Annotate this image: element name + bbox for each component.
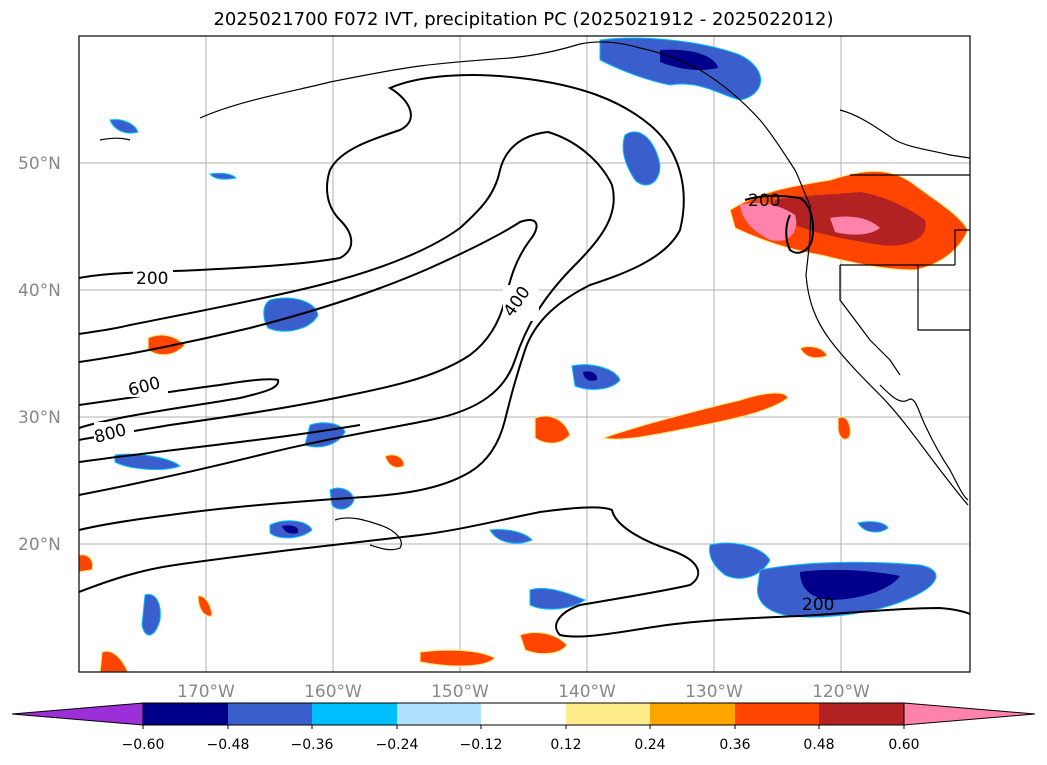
colorbar-tick-label: −0.48 (207, 737, 250, 753)
precip-area (830, 216, 880, 235)
precip-area (419, 649, 496, 667)
lat-label: 50°N (18, 154, 61, 174)
precip-area (529, 587, 587, 610)
precip-area (857, 521, 889, 533)
colorbar-segment (735, 703, 819, 725)
coastlines (99, 41, 970, 551)
precip-area (384, 454, 405, 469)
lon-label: 170°W (177, 682, 235, 702)
colorbar-segment (819, 703, 904, 725)
lat-label: 20°N (18, 535, 61, 555)
colorbar-segment (397, 703, 481, 725)
lon-label: 150°W (431, 682, 489, 702)
colorbar-tick-label: 0.60 (888, 737, 919, 753)
precip-area (600, 392, 789, 440)
colorbar-tick-label: 0.48 (803, 737, 834, 753)
contour-800 (79, 424, 361, 463)
lon-label: 160°W (304, 682, 362, 702)
precip-area (800, 569, 900, 600)
colorbar-segment (650, 703, 735, 725)
precip-area (837, 416, 851, 440)
colorbar-tick-label: 0.12 (550, 737, 581, 753)
precip-area (599, 37, 762, 101)
ivt-contours (79, 74, 970, 638)
colorbar-tick-label: −0.36 (291, 737, 334, 753)
precip-area (622, 131, 661, 186)
colorbar-extend-left (11, 702, 144, 726)
lon-label: 140°W (558, 682, 616, 702)
longitude-labels: 170°W 160°W 150°W 140°W 130°W 120°W (177, 682, 870, 702)
colorbar-tick-label: 0.36 (719, 737, 750, 753)
contour-400 (79, 219, 538, 441)
precip-area (740, 203, 797, 241)
map-border (78, 35, 971, 673)
precip-area (209, 172, 238, 180)
contour-label-group: 200 400 600 800 200 200 (92, 191, 834, 615)
precip-area (147, 334, 186, 356)
precip-area (534, 415, 571, 444)
precip-area (197, 595, 213, 617)
contour-200-north (79, 74, 685, 531)
contour-200-south (79, 506, 970, 638)
gridlines (79, 36, 970, 672)
colorbar: −0.60 −0.48 −0.36 −0.24 −0.12 0.12 0.24 … (11, 702, 1036, 753)
contour-label: 200 (136, 269, 168, 289)
precip-area (660, 49, 718, 70)
colorbar-segment (228, 703, 312, 725)
colorbar-tick-label: −0.60 (122, 737, 165, 753)
contour-200-nw-coast (744, 194, 815, 254)
colorbar-segment (481, 703, 566, 725)
colorbar-tick-label: −0.12 (460, 737, 503, 753)
colorbar-segment (143, 703, 228, 725)
map-title: 2025021700 F072 IVT, precipitation PC (2… (213, 9, 834, 30)
colorbar-tick-label: 0.24 (634, 737, 665, 753)
precip-area (282, 525, 299, 534)
latitude-labels: 50°N 40°N 30°N 20°N (18, 154, 61, 555)
lon-label: 130°W (685, 682, 743, 702)
colorbar-extend-right (903, 702, 1036, 726)
colorbar-segment (566, 703, 650, 725)
precip-area (583, 371, 598, 381)
precip-area (709, 542, 771, 579)
precip-area (519, 631, 568, 655)
colorbar-segment (312, 703, 397, 725)
colorbar-tick-label: −0.24 (376, 737, 419, 753)
contour-600 (79, 378, 280, 429)
precip-area (263, 297, 319, 332)
precip-area (141, 593, 161, 636)
contour-label: 200 (748, 191, 780, 211)
lon-label: 120°W (812, 682, 870, 702)
precip-area (489, 529, 533, 544)
contour-label: 200 (802, 595, 834, 615)
contour-200-inner (79, 130, 615, 496)
lat-label: 40°N (18, 281, 61, 301)
precip-area (79, 554, 94, 573)
lat-label: 30°N (18, 408, 61, 428)
precip-area (799, 345, 828, 359)
precip-area (99, 650, 129, 672)
precip-area (109, 119, 139, 134)
